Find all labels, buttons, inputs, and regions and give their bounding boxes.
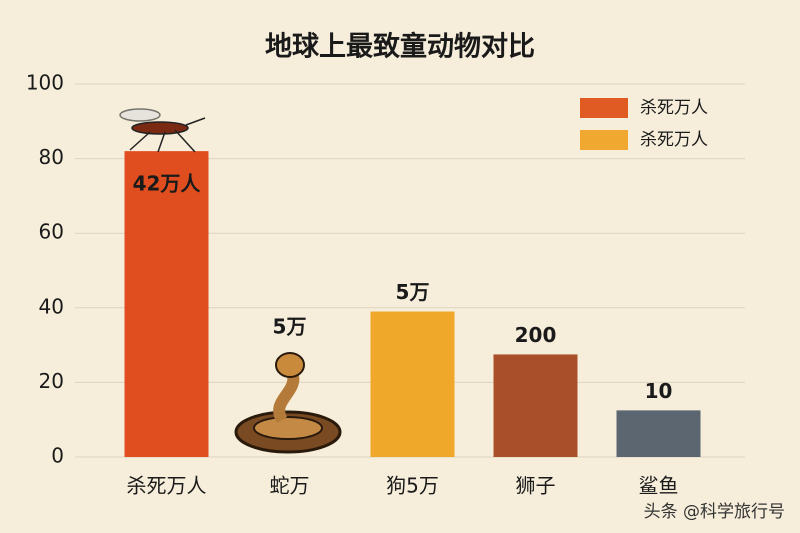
watermark: 头条 @科学旅行号	[644, 502, 785, 522]
y-tick-label: 20	[39, 369, 64, 393]
bar-label: 5万	[396, 280, 430, 304]
y-tick-label: 60	[39, 220, 64, 244]
y-tick-label: 0	[51, 444, 64, 468]
bar-label: 10	[645, 379, 673, 403]
legend-label: 杀死万人	[640, 130, 708, 150]
chart-title: 地球上最致童动物对比	[265, 31, 535, 63]
y-tick-label: 40	[39, 294, 64, 318]
bar	[616, 410, 701, 457]
x-tick-label: 狗5万	[386, 474, 439, 498]
bar	[493, 354, 578, 457]
legend-swatch	[580, 130, 628, 150]
x-tick-label: 狮子	[516, 474, 556, 498]
x-tick-label: 鲨鱼	[639, 474, 679, 498]
y-tick-label: 80	[39, 145, 64, 169]
legend-swatch	[580, 98, 628, 118]
x-tick-label: 蛇万	[270, 474, 310, 498]
mosquito-illustration	[119, 108, 206, 153]
bar-label: 5万	[273, 315, 307, 339]
y-tick-label: 100	[26, 71, 64, 95]
bar-label: 200	[515, 323, 557, 347]
legend-label: 杀死万人	[640, 98, 708, 118]
bar	[124, 151, 209, 457]
x-tick-label: 杀死万人	[127, 474, 207, 498]
snake-illustration	[234, 352, 342, 454]
bar	[370, 311, 455, 457]
bar-label: 42万人	[133, 172, 202, 196]
